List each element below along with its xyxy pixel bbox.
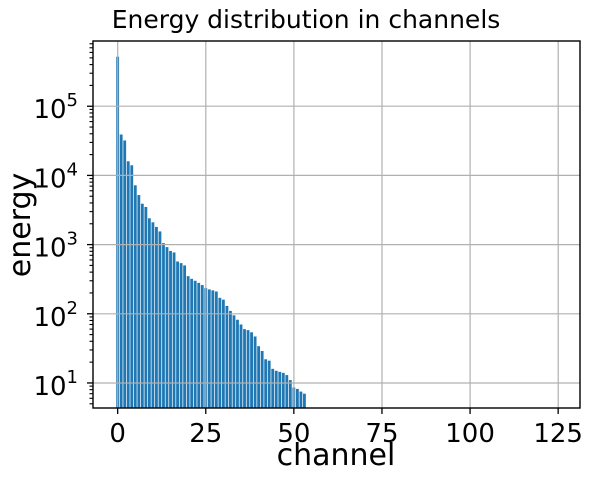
bar [123, 140, 127, 408]
bar [190, 278, 194, 408]
bar [232, 315, 236, 408]
bar [299, 391, 303, 408]
x-tick-label: 0 [109, 419, 126, 449]
bar [214, 291, 218, 408]
bar [172, 252, 176, 408]
bar [257, 346, 261, 408]
bar [151, 222, 155, 408]
bar [274, 370, 278, 408]
x-tick-label: 25 [189, 419, 222, 449]
bar [243, 329, 246, 408]
y-tick-label: 103 [33, 229, 78, 264]
bar [285, 375, 289, 408]
bar [281, 372, 285, 408]
bar [176, 261, 179, 408]
y-tick-label: 101 [33, 367, 78, 402]
x-tick-label: 75 [365, 419, 398, 449]
bar [155, 226, 158, 408]
bar [186, 276, 190, 408]
bar [239, 324, 243, 408]
bar [303, 393, 306, 408]
chart-title: Energy distribution in channels [111, 5, 501, 34]
bar [144, 206, 148, 408]
bar [133, 185, 137, 408]
bar [140, 203, 144, 408]
bar [183, 265, 187, 408]
bar [264, 359, 268, 408]
x-axis-label: channel [276, 438, 396, 473]
bar [158, 231, 162, 408]
bar [295, 388, 299, 408]
bar [193, 280, 197, 408]
bar [165, 247, 169, 408]
bar [253, 336, 257, 408]
bar [246, 330, 250, 408]
y-tick-label: 104 [33, 159, 78, 194]
bar [200, 285, 204, 408]
bar [267, 360, 271, 408]
bar [221, 299, 225, 408]
bar [197, 282, 201, 408]
bar [260, 350, 264, 408]
bar [225, 305, 229, 408]
bar [130, 165, 134, 408]
y-tick-label: 105 [33, 90, 78, 125]
bar [250, 332, 253, 408]
bar [288, 380, 292, 408]
bar [278, 371, 282, 408]
bar [236, 319, 239, 408]
bar [229, 310, 232, 408]
y-axis-label: energy [3, 172, 38, 278]
bar [211, 290, 215, 408]
bar [119, 134, 123, 408]
x-tick-label: 100 [445, 419, 495, 449]
plot-border [92, 40, 581, 409]
bar [147, 218, 151, 408]
bar [137, 195, 141, 408]
bar [126, 161, 130, 408]
x-tick-label: 125 [533, 419, 583, 449]
bar [169, 250, 172, 408]
bar [207, 289, 211, 408]
y-tick-label: 102 [33, 298, 78, 333]
bar [271, 368, 275, 408]
bar [179, 263, 183, 408]
bar [218, 297, 222, 408]
bar [162, 243, 165, 408]
x-tick-label: 50 [277, 419, 310, 449]
